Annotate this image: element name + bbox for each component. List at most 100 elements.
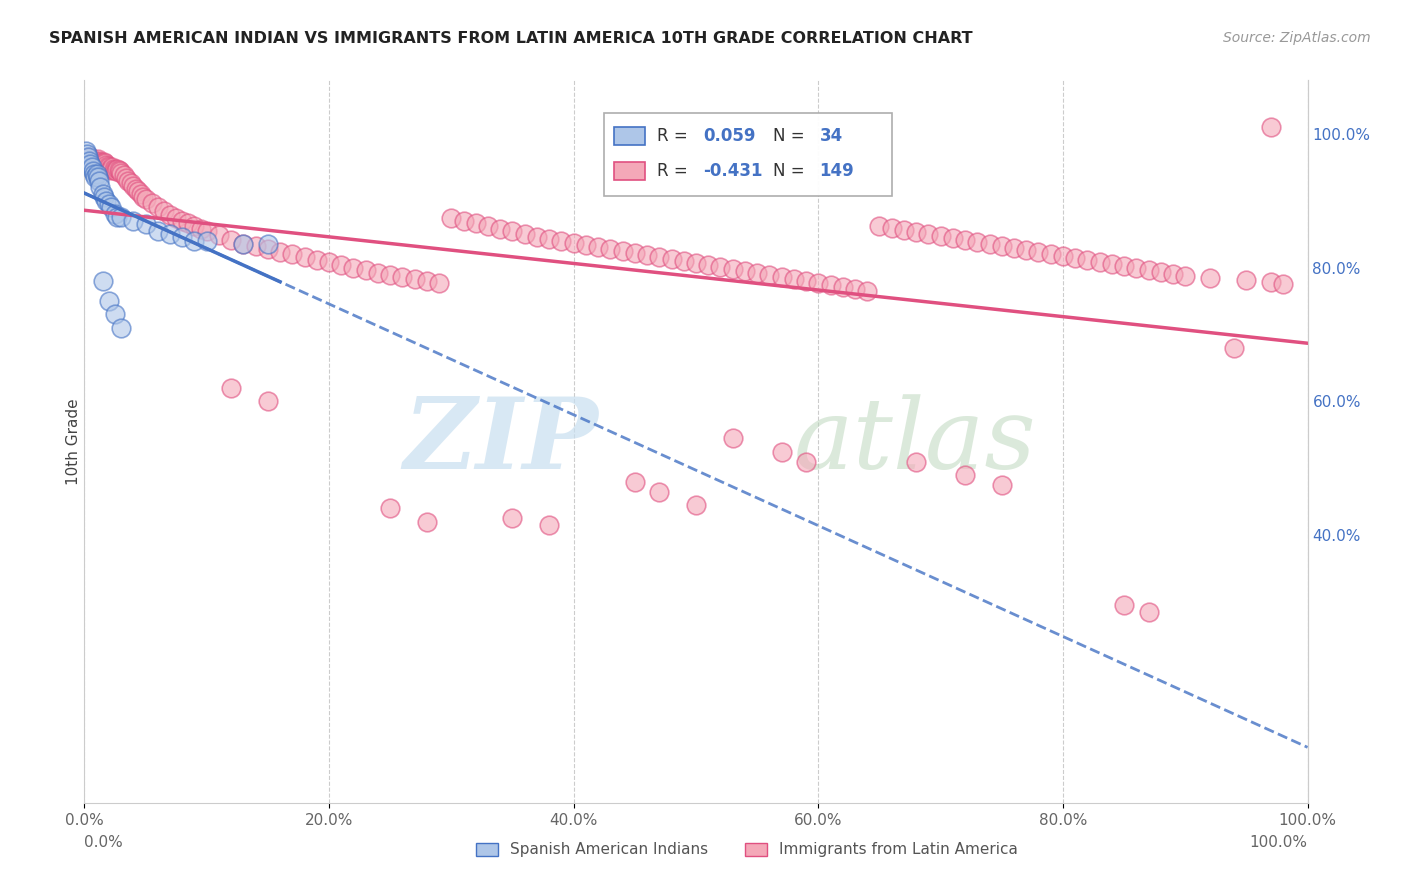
- Point: [89, 155, 111, 169]
- Point: [1076, 253, 1098, 268]
- Point: [929, 229, 952, 244]
- Point: [115, 171, 138, 186]
- Point: [165, 211, 187, 226]
- Point: [104, 163, 127, 178]
- Point: [794, 274, 817, 288]
- Point: [1101, 257, 1123, 271]
- Point: [122, 214, 145, 228]
- Point: [427, 276, 450, 290]
- Point: [132, 190, 155, 204]
- Point: [90, 156, 112, 170]
- FancyBboxPatch shape: [614, 127, 644, 145]
- Point: [107, 163, 129, 178]
- Point: [893, 223, 915, 237]
- Point: [257, 394, 280, 409]
- Point: [380, 501, 402, 516]
- Point: [953, 233, 976, 247]
- Text: 34: 34: [820, 127, 842, 145]
- Point: [538, 518, 561, 533]
- Point: [89, 180, 111, 194]
- Point: [245, 239, 267, 253]
- Point: [135, 193, 157, 207]
- Point: [991, 239, 1014, 253]
- Text: 0.059: 0.059: [703, 127, 756, 145]
- Point: [770, 269, 793, 284]
- Point: [697, 258, 720, 272]
- Point: [281, 247, 304, 261]
- Point: [94, 156, 117, 170]
- Y-axis label: 10th Grade: 10th Grade: [66, 398, 80, 485]
- Point: [96, 194, 118, 208]
- Point: [404, 272, 426, 286]
- Point: [783, 272, 806, 286]
- Point: [526, 230, 548, 244]
- Point: [1223, 341, 1246, 355]
- Point: [79, 150, 101, 164]
- Text: 0.0%: 0.0%: [84, 835, 124, 850]
- Point: [869, 219, 891, 234]
- Point: [1260, 276, 1282, 290]
- Point: [391, 269, 413, 284]
- Point: [87, 170, 110, 185]
- Point: [79, 157, 101, 171]
- Point: [75, 144, 97, 158]
- Point: [538, 232, 561, 246]
- Point: [195, 224, 218, 238]
- Point: [1114, 260, 1136, 274]
- Point: [953, 467, 976, 482]
- Point: [82, 153, 104, 168]
- Point: [87, 173, 110, 188]
- Point: [1015, 244, 1038, 258]
- Point: [380, 268, 402, 282]
- Point: [96, 158, 118, 172]
- Point: [575, 238, 598, 252]
- Point: [98, 161, 121, 176]
- Point: [105, 161, 128, 176]
- Point: [122, 179, 145, 194]
- Point: [636, 248, 658, 262]
- Point: [183, 234, 205, 248]
- Point: [208, 228, 231, 243]
- Point: [1161, 268, 1184, 282]
- Point: [117, 173, 139, 188]
- Text: N =: N =: [773, 127, 810, 145]
- Point: [190, 222, 212, 236]
- Point: [721, 262, 744, 277]
- Point: [146, 201, 169, 215]
- Point: [219, 381, 242, 395]
- Text: N =: N =: [773, 161, 810, 179]
- Point: [104, 207, 127, 221]
- Point: [77, 150, 100, 164]
- Point: [1002, 241, 1025, 255]
- Point: [125, 182, 148, 196]
- Point: [685, 256, 707, 270]
- Text: Spanish American Indians: Spanish American Indians: [510, 842, 709, 857]
- Point: [294, 250, 316, 264]
- Point: [110, 321, 132, 335]
- Text: ZIP: ZIP: [404, 393, 598, 490]
- Text: R =: R =: [657, 127, 693, 145]
- Point: [135, 217, 157, 231]
- Point: [91, 157, 114, 171]
- Point: [82, 163, 104, 178]
- Point: [127, 185, 149, 199]
- Point: [91, 274, 114, 288]
- Point: [966, 235, 988, 250]
- Point: [232, 237, 254, 252]
- Text: 149: 149: [820, 161, 855, 179]
- Point: [100, 163, 122, 178]
- Point: [110, 211, 132, 225]
- Point: [550, 234, 572, 248]
- Point: [97, 159, 120, 173]
- FancyBboxPatch shape: [614, 161, 644, 179]
- Point: [880, 221, 903, 235]
- FancyBboxPatch shape: [745, 843, 766, 856]
- Point: [330, 258, 353, 272]
- Point: [77, 153, 100, 168]
- Point: [489, 222, 512, 236]
- Point: [979, 237, 1001, 252]
- Point: [83, 167, 105, 181]
- Point: [648, 484, 671, 499]
- Point: [612, 244, 634, 258]
- Point: [624, 475, 647, 489]
